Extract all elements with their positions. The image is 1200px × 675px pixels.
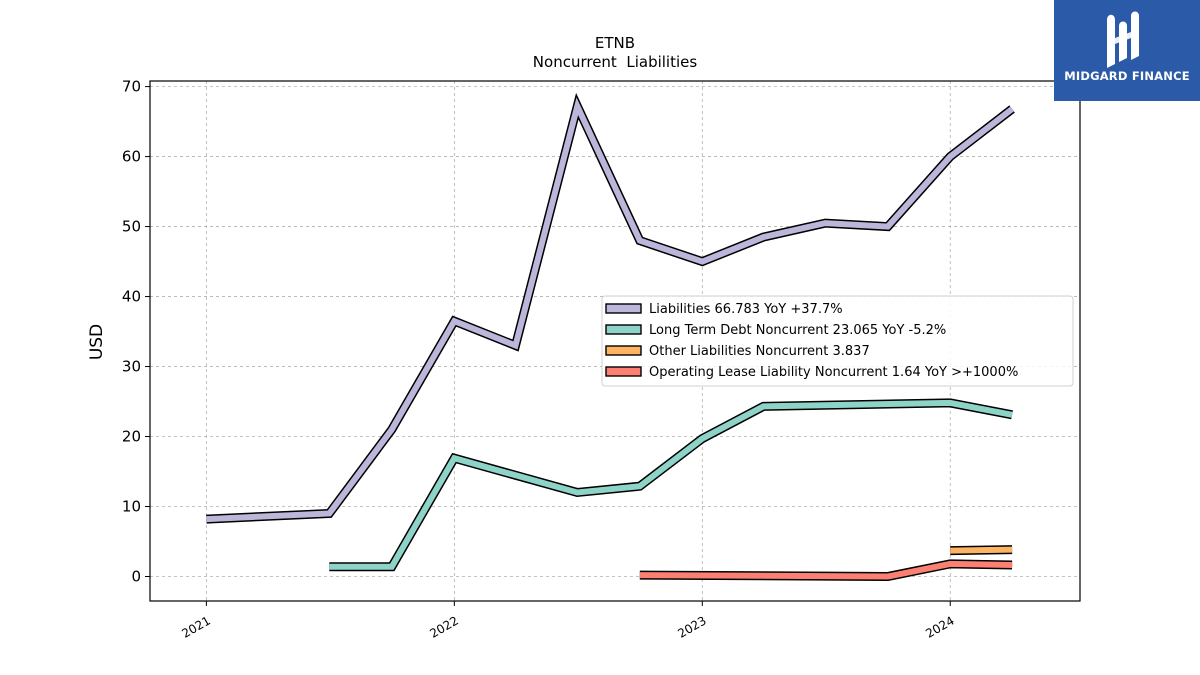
x-tick-label: 2021	[179, 613, 212, 640]
legend-swatch-0	[605, 303, 642, 314]
brand-name: MIDGARD FINANCE	[1064, 69, 1190, 83]
y-tick-label: 10	[122, 498, 141, 516]
series-outline-1	[329, 398, 1013, 572]
legend-swatch-1	[605, 324, 642, 335]
series-line-2	[950, 546, 1013, 554]
y-tick-label: 30	[122, 358, 141, 376]
logo-mark-icon	[1107, 11, 1139, 68]
series-line-0	[206, 97, 1014, 523]
legend-swatch-3	[605, 366, 642, 377]
series-line-1	[329, 399, 1013, 570]
series-lines	[206, 92, 1015, 582]
y-tick-label: 20	[122, 428, 141, 446]
legend-label-0: Liabilities 66.783 YoY +37.7%	[649, 302, 843, 317]
x-axis-ticks: 2021 2022 2023 2024	[179, 601, 957, 641]
y-tick-label: 70	[122, 78, 141, 96]
y-tick-label: 60	[122, 148, 141, 166]
legend: Liabilities 66.783 YoY +37.7% Long Term D…	[601, 295, 1074, 387]
x-tick-label: 2024	[923, 613, 956, 640]
series-line-3	[639, 560, 1013, 580]
y-axis-ticks: 0 10 20 30 40 50 60 70	[122, 78, 150, 586]
legend-box	[601, 295, 1074, 387]
legend-label-2: Other Liabilities Noncurrent 3.837	[649, 344, 870, 359]
legend-label-3: Operating Lease Liability Noncurrent 1.6…	[649, 365, 1018, 380]
chart-subtitle: Noncurrent Liabilities	[533, 53, 698, 71]
brand-logo: MIDGARD FINANCE	[1054, 0, 1200, 101]
y-tick-label: 40	[122, 288, 141, 306]
chart-title: ETNB	[595, 34, 635, 52]
y-axis-label: USD	[87, 324, 107, 360]
x-tick-label: 2022	[427, 613, 460, 640]
y-tick-label: 0	[131, 568, 141, 586]
x-tick-label: 2023	[675, 613, 708, 640]
plot-frame	[149, 80, 1081, 602]
legend-label-1: Long Term Debt Noncurrent 23.065 YoY -5.…	[649, 323, 946, 338]
legend-swatch-2	[605, 345, 642, 356]
y-tick-label: 50	[122, 218, 141, 236]
